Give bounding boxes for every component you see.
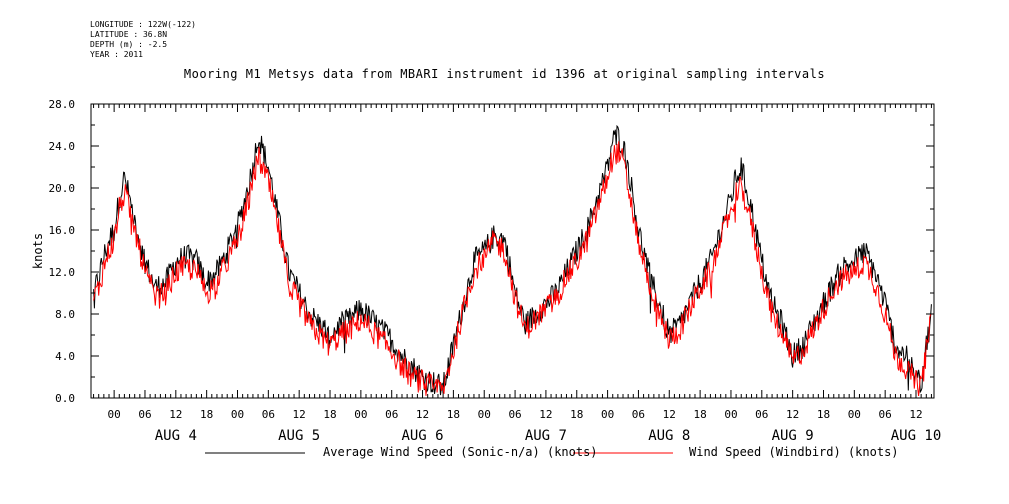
year-label: YEAR : 2011 [90, 50, 143, 59]
series-layer [93, 124, 932, 396]
y-tick-label: 28.0 [49, 98, 76, 111]
x-tick-label: 12 [416, 408, 429, 421]
depth-label: DEPTH (m) : -2.5 [90, 40, 168, 49]
x-tick-label: 12 [169, 408, 182, 421]
x-tick-label: 00 [231, 408, 244, 421]
y-tick-label: 8.0 [55, 308, 75, 321]
day-label: AUG 6 [401, 428, 443, 444]
x-tick-label: 18 [817, 408, 830, 421]
x-tick-label: 12 [786, 408, 799, 421]
x-tick-label: 18 [323, 408, 336, 421]
y-tick-label: 12.0 [49, 266, 76, 279]
y-tick-label: 20.0 [49, 182, 76, 195]
legend-label-sonic: Average Wind Speed (Sonic-n/a) (knots) [323, 445, 598, 459]
y-tick-label: 4.0 [55, 350, 75, 363]
day-label: AUG 8 [648, 428, 690, 444]
plot-frame [90, 103, 935, 399]
x-tick-label: 06 [262, 408, 275, 421]
x-tick-label: 12 [293, 408, 306, 421]
y-tick-label: 16.0 [49, 224, 76, 237]
day-label: AUG 10 [891, 428, 942, 444]
x-tick-label: 06 [385, 408, 398, 421]
series-line-sonic [93, 124, 932, 396]
x-tick-label: 06 [138, 408, 151, 421]
y-axis-label: knots [31, 233, 45, 269]
y-tick-label: 0.0 [55, 392, 75, 405]
x-tick-label: 06 [508, 408, 521, 421]
x-tick-label: 00 [601, 408, 614, 421]
chart-title: Mooring M1 Metsys data from MBARI instru… [183, 67, 826, 81]
x-tick-label: 12 [539, 408, 552, 421]
series-line-windbird [93, 141, 932, 396]
x-tick-label: 18 [693, 408, 706, 421]
station-metadata: LONGITUDE : 122W(-122) LATITUDE : 36.8N DE… [90, 20, 196, 60]
day-label: AUG 9 [772, 428, 814, 444]
x-tick-label: 18 [570, 408, 583, 421]
x-tick-label: 06 [755, 408, 768, 421]
ticks-layer: 0.0 4.0 8.0 12.0 16.0 20.0 24.0 28.0 00 06 12 18 00 0… [49, 98, 942, 444]
x-tick-label: 06 [879, 408, 892, 421]
x-tick-label: 18 [447, 408, 460, 421]
x-tick-label: 12 [909, 408, 922, 421]
day-label: AUG 7 [525, 428, 567, 444]
x-tick-label: 00 [724, 408, 737, 421]
x-tick-label: 00 [354, 408, 367, 421]
latitude-label: LATITUDE : 36.8N [90, 30, 168, 39]
x-tick-label: 12 [663, 408, 676, 421]
x-tick-label: 06 [632, 408, 645, 421]
x-tick-label: 18 [200, 408, 213, 421]
legend-label-windbird: Wind Speed (Windbird) (knots) [689, 445, 899, 459]
day-label: AUG 5 [278, 428, 320, 444]
x-tick-label: 00 [108, 408, 121, 421]
day-label: AUG 4 [155, 428, 197, 444]
y-tick-label: 24.0 [49, 140, 76, 153]
x-tick-label: 00 [848, 408, 861, 421]
longitude-label: LONGITUDE : 122W(-122) [90, 20, 196, 29]
x-tick-label: 00 [478, 408, 491, 421]
